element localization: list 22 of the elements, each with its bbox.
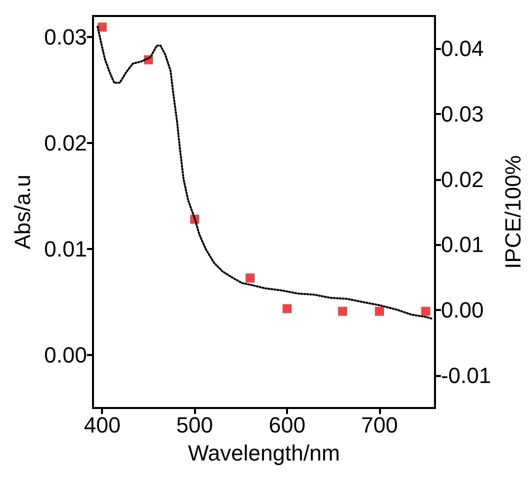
y2-tick-label: -0.01 <box>440 362 492 388</box>
y-tick-label: 0.01 <box>44 236 87 262</box>
y2-tick-label: 0.02 <box>440 166 484 192</box>
y2-tick-label: 0.00 <box>440 298 484 322</box>
point <box>246 273 255 282</box>
x-tick-label: 600 <box>268 412 306 438</box>
y-tick-label: 0.00 <box>44 342 87 368</box>
x-axis-title: Wavelength/nm <box>188 440 340 466</box>
point <box>375 306 384 316</box>
x-tick-label: 500 <box>176 412 214 438</box>
point <box>338 306 348 316</box>
x-tick-label: 700 <box>361 412 398 438</box>
y-axis-title: Abs/a.u <box>10 174 35 250</box>
y2-tick-label: 0.04 <box>440 36 484 62</box>
point <box>282 304 292 314</box>
y-tick-label: 0.02 <box>44 130 87 156</box>
y-tick-label: 0.03 <box>44 24 87 50</box>
y2-tick-label: 0.01 <box>440 232 484 258</box>
y2-tick-label: 0.03 <box>440 102 484 126</box>
y2-axis-title: IPCE/100% <box>500 155 526 269</box>
point <box>421 306 430 316</box>
x-tick-label: 400 <box>84 412 121 438</box>
